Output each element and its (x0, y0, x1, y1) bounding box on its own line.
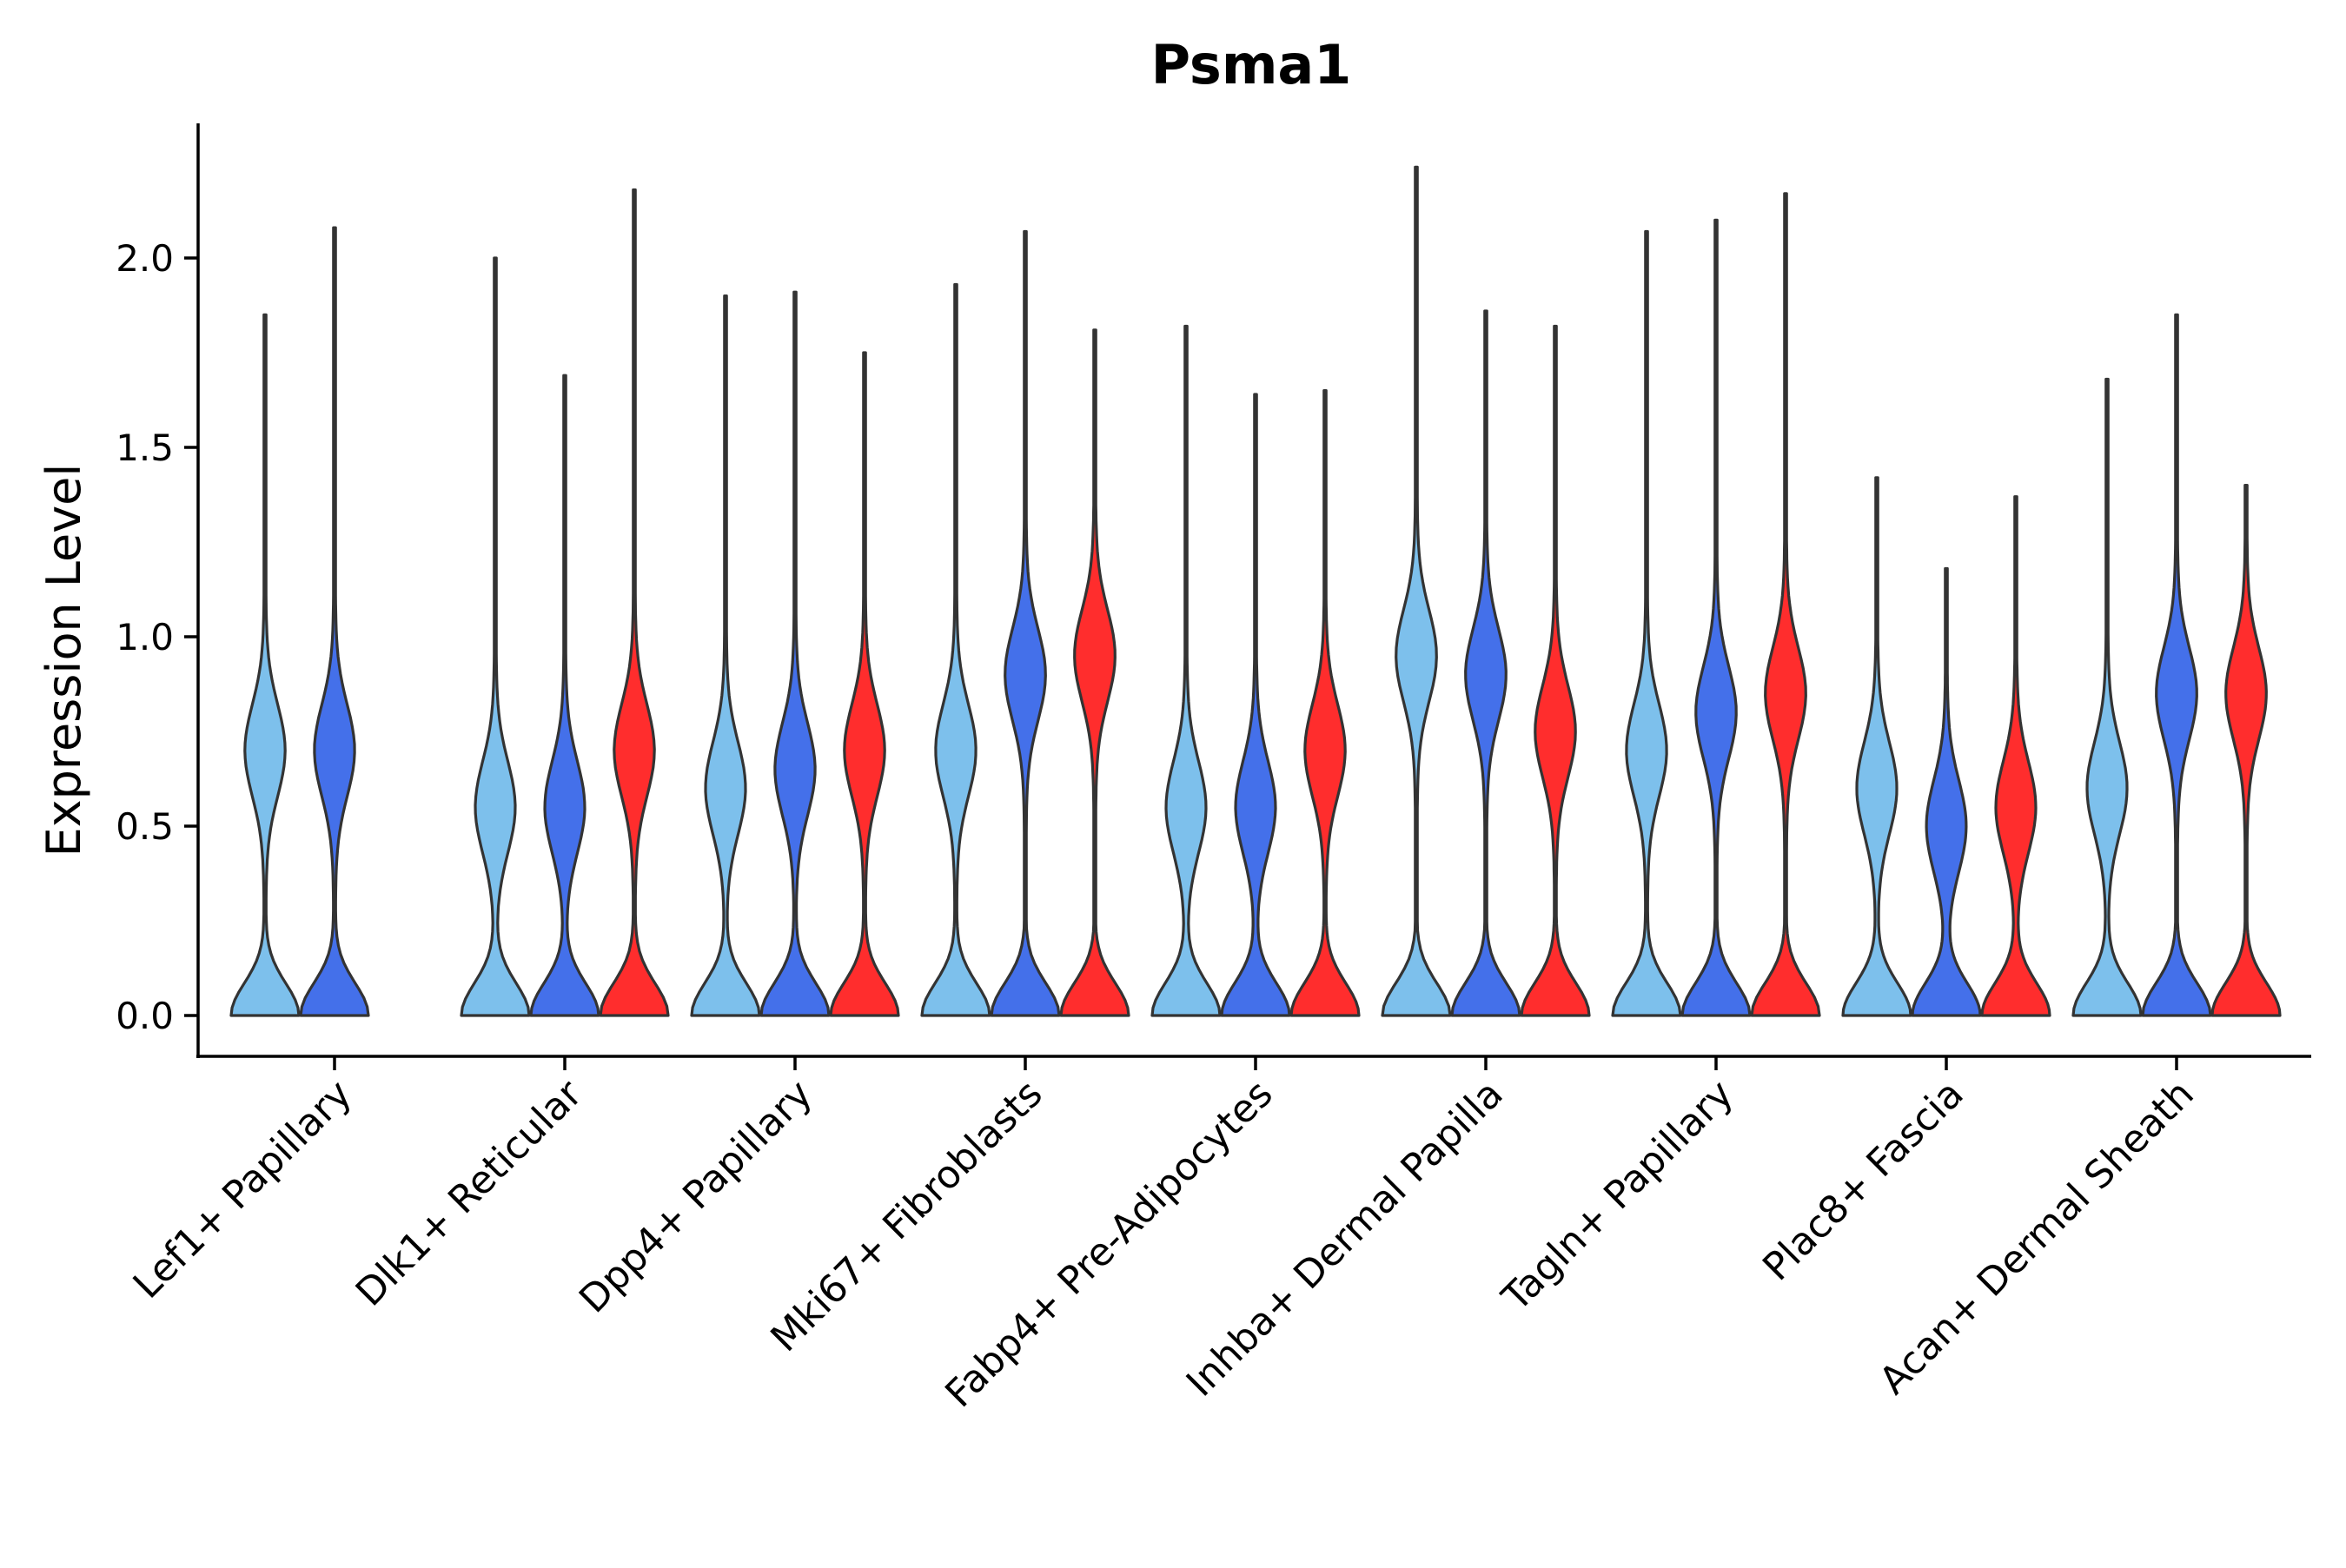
x-tick-label-tagln-papillary: Tagln+ Papillary (1494, 1072, 1742, 1320)
violin-inhba-dermal-papilla-group-2 (1450, 309, 1521, 1017)
violin-lef1-papillary-group-1 (229, 313, 301, 1017)
violin-tagln-papillary-group-3 (1750, 192, 1821, 1017)
violin-fabp4-pre-adipocytes-group-3 (1289, 389, 1361, 1017)
violin-tagln-papillary-group-2 (1680, 218, 1752, 1017)
violin-fabp4-pre-adipocytes-group-2 (1220, 393, 1291, 1017)
violin-inhba-dermal-papilla-group-1 (1381, 165, 1452, 1017)
violin-dpp4-papillary-group-1 (690, 294, 761, 1017)
violin-dlk1-reticular-group-2 (529, 374, 600, 1017)
violin-plac8-fascia-group-3 (1980, 495, 2051, 1017)
violin-dpp4-papillary-group-3 (829, 351, 900, 1017)
x-tick-label-plac8-fascia: Plac8+ Fascia (1754, 1072, 1972, 1290)
chart-title: Psma1 (1151, 33, 1352, 96)
violin-mki67-fibroblasts-group-2 (990, 229, 1061, 1017)
x-tick-label-dpp4-papillary: Dpp4+ Papillary (571, 1072, 821, 1322)
y-ticks: 0.0 0.5 1.0 1.5 2.0 (116, 237, 198, 1037)
x-tick-label-dlk1-reticular: Dlk1+ Reticular (348, 1071, 592, 1315)
violin-acan-dermal-sheath-group-3 (2210, 484, 2282, 1017)
violin-fabp4-pre-adipocytes-group-1 (1150, 324, 1222, 1017)
y-tick-label: 2.0 (116, 237, 174, 280)
violin-acan-dermal-sheath-group-2 (2141, 313, 2212, 1017)
x-tick-label-lef1-papillary: Lef1+ Papillary (125, 1072, 361, 1307)
y-tick-label: 0.0 (116, 995, 174, 1037)
y-axis-label: Expression Level (36, 464, 91, 857)
violin-layer (229, 165, 2282, 1017)
violin-dpp4-papillary-group-2 (759, 290, 831, 1017)
violin-plac8-fascia-group-1 (1841, 476, 1912, 1017)
y-tick-label: 1.0 (116, 616, 174, 658)
violin-mki67-fibroblasts-group-3 (1059, 328, 1130, 1017)
axes (196, 123, 2311, 1058)
violin-inhba-dermal-papilla-group-3 (1520, 324, 1591, 1017)
violin-mki67-fibroblasts-group-1 (920, 282, 991, 1017)
violin-lef1-papillary-group-2 (299, 226, 370, 1017)
y-tick-label: 0.5 (116, 805, 174, 848)
violin-plac8-fascia-group-2 (1911, 566, 1982, 1017)
y-tick-label: 1.5 (116, 427, 174, 469)
violin-dlk1-reticular-group-1 (460, 256, 531, 1017)
violin-dlk1-reticular-group-3 (599, 188, 670, 1017)
violin-acan-dermal-sheath-group-1 (2071, 377, 2143, 1017)
violin-tagln-papillary-group-1 (1611, 229, 1682, 1017)
